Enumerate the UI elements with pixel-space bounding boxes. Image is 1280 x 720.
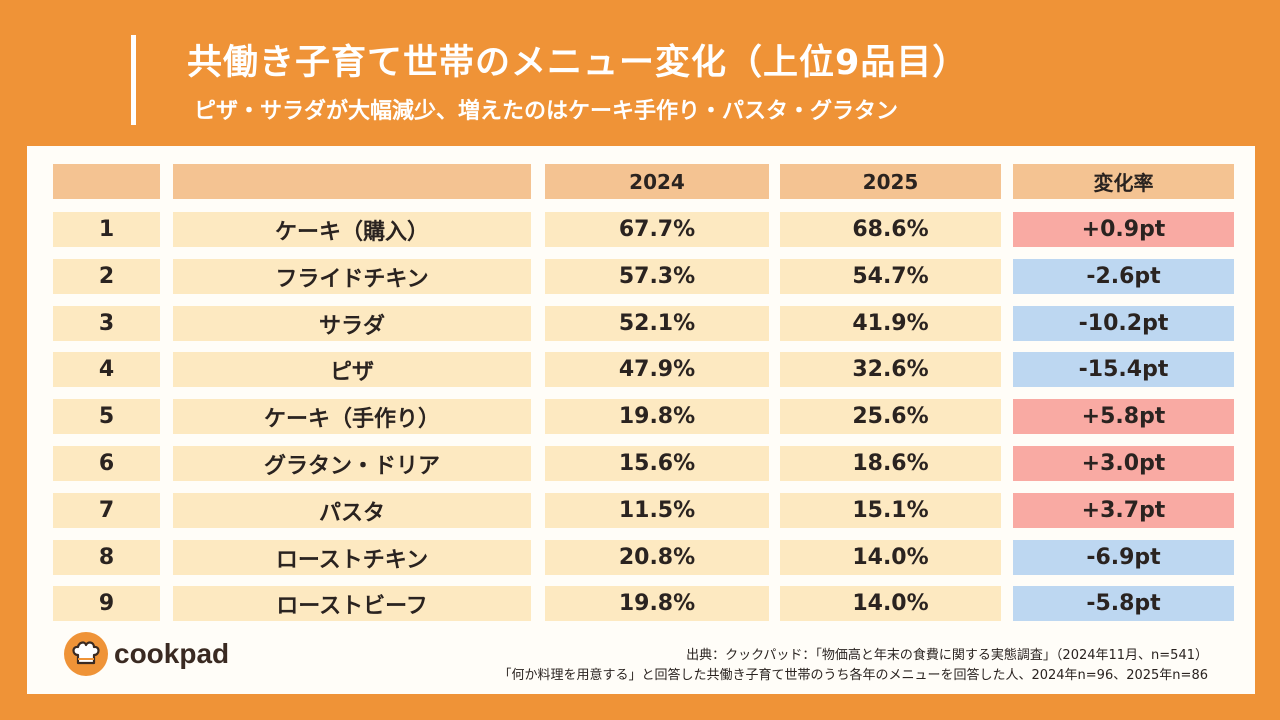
item-cell: サラダ (173, 306, 531, 341)
y2024-cell: 19.8% (545, 399, 769, 434)
change-cell: -15.4pt (1013, 352, 1234, 387)
source-note: 出典：クックパッド：「物価高と年末の食費に関する実態調査」（2024年11月、n… (498, 646, 1208, 686)
header-cell-1 (53, 164, 160, 199)
y2025-cell: 18.6% (780, 446, 1001, 481)
change-cell: -6.9pt (1013, 540, 1234, 575)
y2024-cell: 19.8% (545, 586, 769, 621)
y2024-cell: 15.6% (545, 446, 769, 481)
page-subtitle: ピザ・サラダが大幅減少、増えたのはケーキ手作り・パスタ・グラタン (194, 99, 899, 124)
item-cell: グラタン・ドリア (173, 446, 531, 481)
y2025-cell: 14.0% (780, 540, 1001, 575)
rank-cell: 9 (53, 586, 160, 621)
header-cell-3: 2024 (545, 164, 769, 199)
y2025-cell: 68.6% (780, 212, 1001, 247)
y2024-cell: 47.9% (545, 352, 769, 387)
y2025-cell: 41.9% (780, 306, 1001, 341)
cookpad-logo: cookpad (64, 632, 229, 676)
title-accent-bar (131, 35, 136, 125)
change-cell: -10.2pt (1013, 306, 1234, 341)
y2025-cell: 54.7% (780, 259, 1001, 294)
item-cell: フライドチキン (173, 259, 531, 294)
header-cell-4: 2025 (780, 164, 1001, 199)
logo-text: cookpad (114, 638, 230, 669)
change-cell: -2.6pt (1013, 259, 1234, 294)
y2025-cell: 25.6% (780, 399, 1001, 434)
change-cell: +0.9pt (1013, 212, 1234, 247)
y2025-cell: 15.1% (780, 493, 1001, 528)
change-cell: +5.8pt (1013, 399, 1234, 434)
item-cell: ローストチキン (173, 540, 531, 575)
y2024-cell: 11.5% (545, 493, 769, 528)
item-cell: ケーキ（購入） (173, 212, 531, 247)
rank-cell: 3 (53, 306, 160, 341)
y2025-cell: 32.6% (780, 352, 1001, 387)
rank-cell: 2 (53, 259, 160, 294)
rank-cell: 1 (53, 212, 160, 247)
item-cell: ピザ (173, 352, 531, 387)
item-cell: ローストビーフ (173, 586, 531, 621)
header-cell-2 (173, 164, 531, 199)
source-line-2: 「何か料理を用意する」と回答した共働き子育て世帯のうち各年のメニューを回答した人… (498, 668, 1208, 683)
chef-hat-icon (64, 632, 108, 676)
item-cell: パスタ (173, 493, 531, 528)
y2024-cell: 57.3% (545, 259, 769, 294)
y2024-cell: 67.7% (545, 212, 769, 247)
rank-cell: 8 (53, 540, 160, 575)
y2024-cell: 20.8% (545, 540, 769, 575)
change-cell: +3.7pt (1013, 493, 1234, 528)
rank-cell: 4 (53, 352, 160, 387)
header-cell-5: 変化率 (1013, 164, 1234, 199)
change-cell: -5.8pt (1013, 586, 1234, 621)
source-line-1: 出典：クックパッド：「物価高と年末の食費に関する実態調査」（2024年11月、n… (686, 648, 1208, 663)
y2025-cell: 14.0% (780, 586, 1001, 621)
y2024-cell: 52.1% (545, 306, 769, 341)
rank-cell: 7 (53, 493, 160, 528)
item-cell: ケーキ（手作り） (173, 399, 531, 434)
page-title: 共働き子育て世帯のメニュー変化（上位9品目） (187, 43, 969, 83)
rank-cell: 6 (53, 446, 160, 481)
change-cell: +3.0pt (1013, 446, 1234, 481)
rank-cell: 5 (53, 399, 160, 434)
